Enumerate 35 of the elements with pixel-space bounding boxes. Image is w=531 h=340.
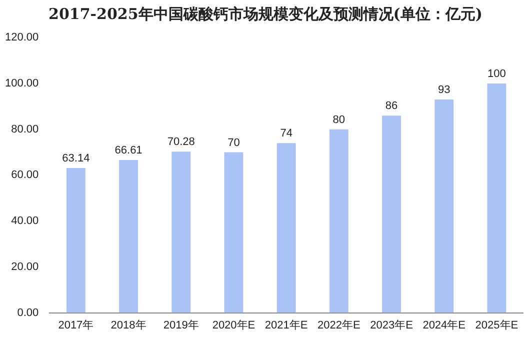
data-label: 70 [228,136,240,149]
y-tick-label: 40.00 [11,215,39,228]
x-tick-label: 2023年E [370,319,413,332]
bar [172,152,191,313]
x-tick-label: 2020年E [212,319,256,332]
bar [224,152,244,313]
data-label: 100 [488,68,506,80]
data-label: 70.28 [167,136,195,148]
bar [329,129,348,313]
bar [66,168,86,313]
data-label: 86 [385,100,398,112]
x-tick-label: 2017年 [58,319,94,332]
x-tick-label: 2025年E [475,319,518,332]
y-tick-label: 80.00 [11,123,39,136]
x-tick-label: 2022年E [318,319,360,332]
data-label: 74 [280,128,292,140]
data-label: 63.14 [62,152,90,165]
bar [119,160,138,313]
bar [276,143,296,313]
bar [487,83,506,313]
data-label: 80 [332,114,346,126]
x-tick-label: 2019年 [163,319,199,332]
y-tick-label: 0.00 [17,306,39,319]
chart-title: 2017-2025年中国碳酸钙市场规模变化及预测情况(单位：亿元) [48,4,484,25]
y-tick-label: 20.00 [11,260,39,273]
data-label: 66.61 [114,144,142,157]
data-label: 93 [438,84,450,96]
bar [434,100,454,313]
y-tick-label: 60.00 [11,169,39,182]
y-tick-label: 100.00 [4,78,39,90]
x-tick-label: 2024年E [422,319,466,332]
x-tick-label: 2018年 [110,319,146,332]
y-tick-label: 120.00 [4,32,39,44]
bar [382,116,401,313]
x-tick-label: 2021年E [264,319,308,332]
